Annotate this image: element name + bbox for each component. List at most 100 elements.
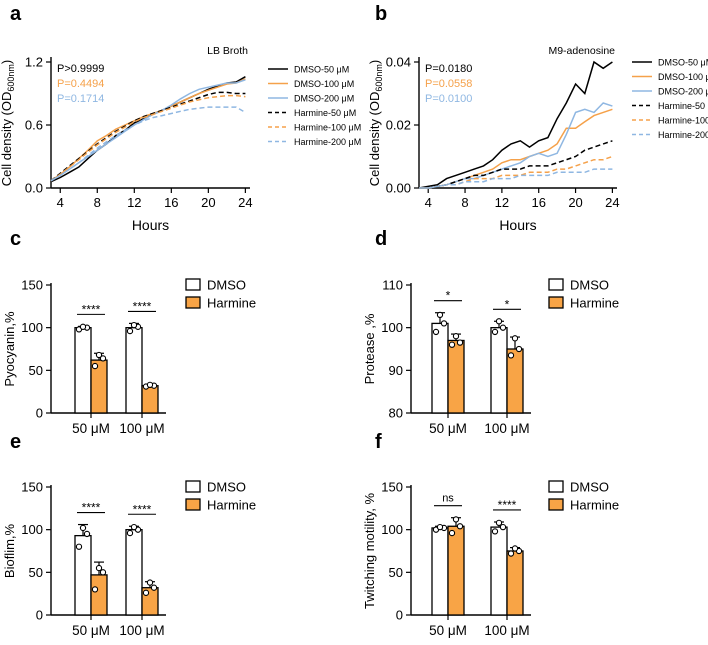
y-tick-label: 90	[389, 363, 403, 378]
panel-label: b	[375, 3, 387, 25]
legend-swatch	[548, 296, 564, 309]
x-tick-label: 16	[531, 195, 545, 210]
y-axis-label-sub: 600nm	[6, 64, 16, 92]
data-point	[448, 529, 456, 537]
x-tick-label: 12	[127, 195, 141, 210]
panel-label: c	[10, 228, 21, 250]
bar-chart-d: d 80 90 100 110 Protease ,% 50 μM * 100 μM * DMSO H…	[362, 228, 619, 436]
line-chart-b: b 0.00 0.02 0.04 4 8 12 16 20 24 Hours Cell density…	[367, 3, 708, 233]
y-tick-label: 110	[382, 278, 403, 293]
data-point	[511, 335, 519, 342]
legend-swatch	[185, 498, 201, 511]
series-line-5	[50, 106, 246, 182]
data-point	[130, 321, 138, 329]
legend-label: DMSO	[207, 480, 246, 495]
x-tick-label: 20	[201, 195, 215, 210]
y-tick-label: 100	[381, 522, 403, 537]
series-line-4	[50, 94, 246, 182]
bar-dmso	[431, 527, 449, 616]
bar-harmine	[90, 574, 108, 616]
significance-label: ****	[133, 299, 152, 313]
legend-swatch	[548, 498, 564, 511]
data-point	[99, 569, 107, 576]
x-tick-label: 50 μM	[429, 421, 467, 436]
data-point	[515, 345, 523, 353]
bar-dmso	[431, 322, 449, 414]
data-point	[495, 519, 503, 526]
data-point	[130, 523, 138, 531]
legend-label: Harmine-200 μM	[294, 137, 361, 147]
bar-dmso	[74, 327, 92, 414]
legend-label: Harmine-50 μM	[658, 101, 708, 111]
data-point	[95, 564, 103, 572]
x-axis-label: Hours	[132, 217, 169, 233]
data-point	[499, 523, 507, 531]
y-tick-label: 0.02	[386, 118, 411, 133]
legend-swatch	[548, 278, 564, 291]
bar-chart-c: c 0 50 100 150 Pyocyanin,% 50 μM **** 100 μM ****…	[2, 228, 256, 436]
significance-label: ****	[498, 498, 517, 512]
y-tick-label: 50	[29, 363, 43, 378]
y-tick-label: 100	[381, 320, 403, 335]
legend-swatch	[185, 296, 201, 309]
significance-label: ns	[442, 493, 454, 505]
x-tick-label: 100 μM	[484, 623, 529, 638]
significance-label: *	[446, 289, 451, 303]
p-value: P>0.9999	[57, 63, 104, 75]
y-axis-label-sub: 600nm	[374, 64, 384, 92]
y-axis-label: Bioflim,%	[2, 523, 17, 578]
y-tick-label: 100	[21, 320, 43, 335]
y-tick-label: 0	[36, 608, 43, 623]
y-tick-label: 80	[389, 406, 403, 421]
bar-dmso	[125, 529, 143, 616]
legend-swatch	[185, 278, 201, 291]
legend-label: DMSO	[570, 480, 609, 495]
significance-label: *	[505, 297, 510, 311]
legend-label: Harmine-200 μM	[658, 130, 708, 140]
panel-label: a	[10, 3, 22, 25]
x-tick-label: 50 μM	[429, 623, 467, 638]
y-axis-label-main: Cell density (OD	[367, 92, 382, 187]
data-point	[491, 328, 499, 336]
y-axis-label-end: )	[0, 60, 14, 64]
bar-harmine	[506, 550, 524, 616]
y-tick-label: 150	[21, 480, 43, 495]
y-tick-label: 0	[36, 406, 43, 421]
data-point	[436, 523, 444, 531]
legend-label: Harmine	[207, 498, 256, 513]
x-tick-label: 100 μM	[119, 623, 164, 638]
y-tick-label: 0.6	[25, 118, 43, 133]
line-chart-a: a 0.0 0.6 1.2 4 8 12 16 20 24 Hours Cell density (O…	[0, 3, 361, 233]
data-point	[99, 355, 107, 362]
series-line-1	[419, 108, 613, 189]
series-line-5	[419, 168, 613, 189]
data-point	[436, 311, 444, 319]
legend-label: Harmine-50 μM	[294, 108, 356, 118]
legend-label: Harmine	[207, 296, 256, 311]
x-tick-label: 24	[605, 195, 619, 210]
y-tick-label: 0.04	[386, 55, 411, 70]
data-point	[126, 529, 134, 537]
bar-harmine	[447, 339, 465, 414]
y-tick-label: 150	[21, 278, 43, 293]
bar-chart-f: f 0 50 100 150 Twitching motility, % 50 μM ns 10…	[362, 431, 619, 638]
legend-label: DMSO-50 μM	[658, 58, 708, 68]
x-tick-label: 50 μM	[72, 623, 110, 638]
legend-label: DMSO-100 μM	[294, 79, 354, 89]
y-axis-label: Twitching motility, %	[362, 493, 377, 610]
x-axis-label: Hours	[499, 217, 536, 233]
data-point	[452, 333, 460, 340]
data-point	[83, 530, 91, 538]
data-point	[507, 550, 515, 557]
legend-label: DMSO	[570, 278, 609, 293]
significance-label: ****	[133, 502, 152, 516]
data-point	[79, 524, 87, 532]
legend-label: DMSO-200 μM	[294, 94, 354, 104]
y-tick-label: 50	[389, 565, 403, 580]
y-axis-label: Pyocyanin,%	[2, 311, 17, 387]
x-tick-label: 8	[94, 195, 101, 210]
legend-label: DMSO-50 μM	[294, 65, 349, 75]
panel-label: f	[375, 431, 382, 453]
series-line-4	[419, 155, 613, 189]
